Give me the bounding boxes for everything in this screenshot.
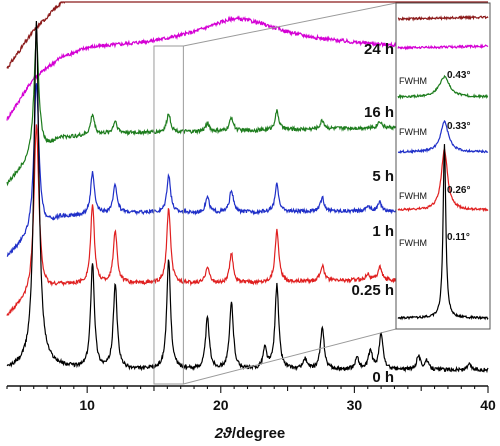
series-label-0-25-h: 0.25 h <box>351 282 394 299</box>
fwhm-annotation-0-25-h: FWHM 0.26° <box>399 185 470 201</box>
fwhm-annotation-0-h: FWHM 0.11° <box>399 232 470 248</box>
fwhm-value: 0.11° <box>447 232 470 243</box>
inset-line-5-h <box>397 74 489 100</box>
zoom-connector-top <box>183 2 397 47</box>
fwhm-value: 0.43° <box>447 70 470 81</box>
fwhm-label: FWHM <box>399 238 427 248</box>
zoom-window <box>153 45 184 385</box>
inset-line-0-h <box>397 144 489 321</box>
fwhm-label: FWHM <box>399 127 427 137</box>
x-axis-label: 2ϑ/degree <box>214 425 286 442</box>
inset-frame <box>395 2 491 330</box>
inset-line-0-25-h <box>397 146 489 213</box>
zoom-connector-bottom <box>183 328 397 385</box>
series-labels: 24 h 16 h 5 h 1 h 0.25 h 0 h <box>351 41 394 386</box>
fwhm-label: FWHM <box>399 191 427 201</box>
series-24-h <box>6 1 488 70</box>
x-tick-label-40: 40 <box>480 397 496 413</box>
x-tick-label-10: 10 <box>79 397 95 413</box>
x-tick-label-30: 30 <box>347 397 363 413</box>
x-axis-label-symbol: 2ϑ <box>214 425 233 442</box>
inset-line-16-h <box>397 43 489 51</box>
fwhm-label: FWHM <box>399 76 427 86</box>
fwhm-value: 0.33° <box>447 121 470 132</box>
x-axis-label-unit: /degree <box>232 425 285 442</box>
fwhm-annotation-1-h: FWHM 0.33° <box>399 121 470 137</box>
series-label-0-h: 0 h <box>372 369 394 386</box>
inset-panel: FWHM 0.43° FWHM 0.33° FWHM 0.26° FWHM 0.11° <box>395 2 491 330</box>
series-label-1-h: 1 h <box>372 223 394 240</box>
series-label-16-h: 16 h <box>364 104 394 121</box>
x-tick-label-20: 20 <box>213 397 229 413</box>
zoom-indicator <box>153 2 397 385</box>
fwhm-value: 0.26° <box>447 185 470 196</box>
x-axis: 10 20 30 40 <box>6 385 496 413</box>
inset-line-1-h <box>397 119 489 155</box>
series-label-5-h: 5 h <box>372 168 394 185</box>
pattern-line-24-h <box>6 1 488 70</box>
inset-line-24-h <box>397 14 489 22</box>
fwhm-annotation-5-h: FWHM 0.43° <box>399 70 470 86</box>
series-label-24-h: 24 h <box>364 41 394 58</box>
